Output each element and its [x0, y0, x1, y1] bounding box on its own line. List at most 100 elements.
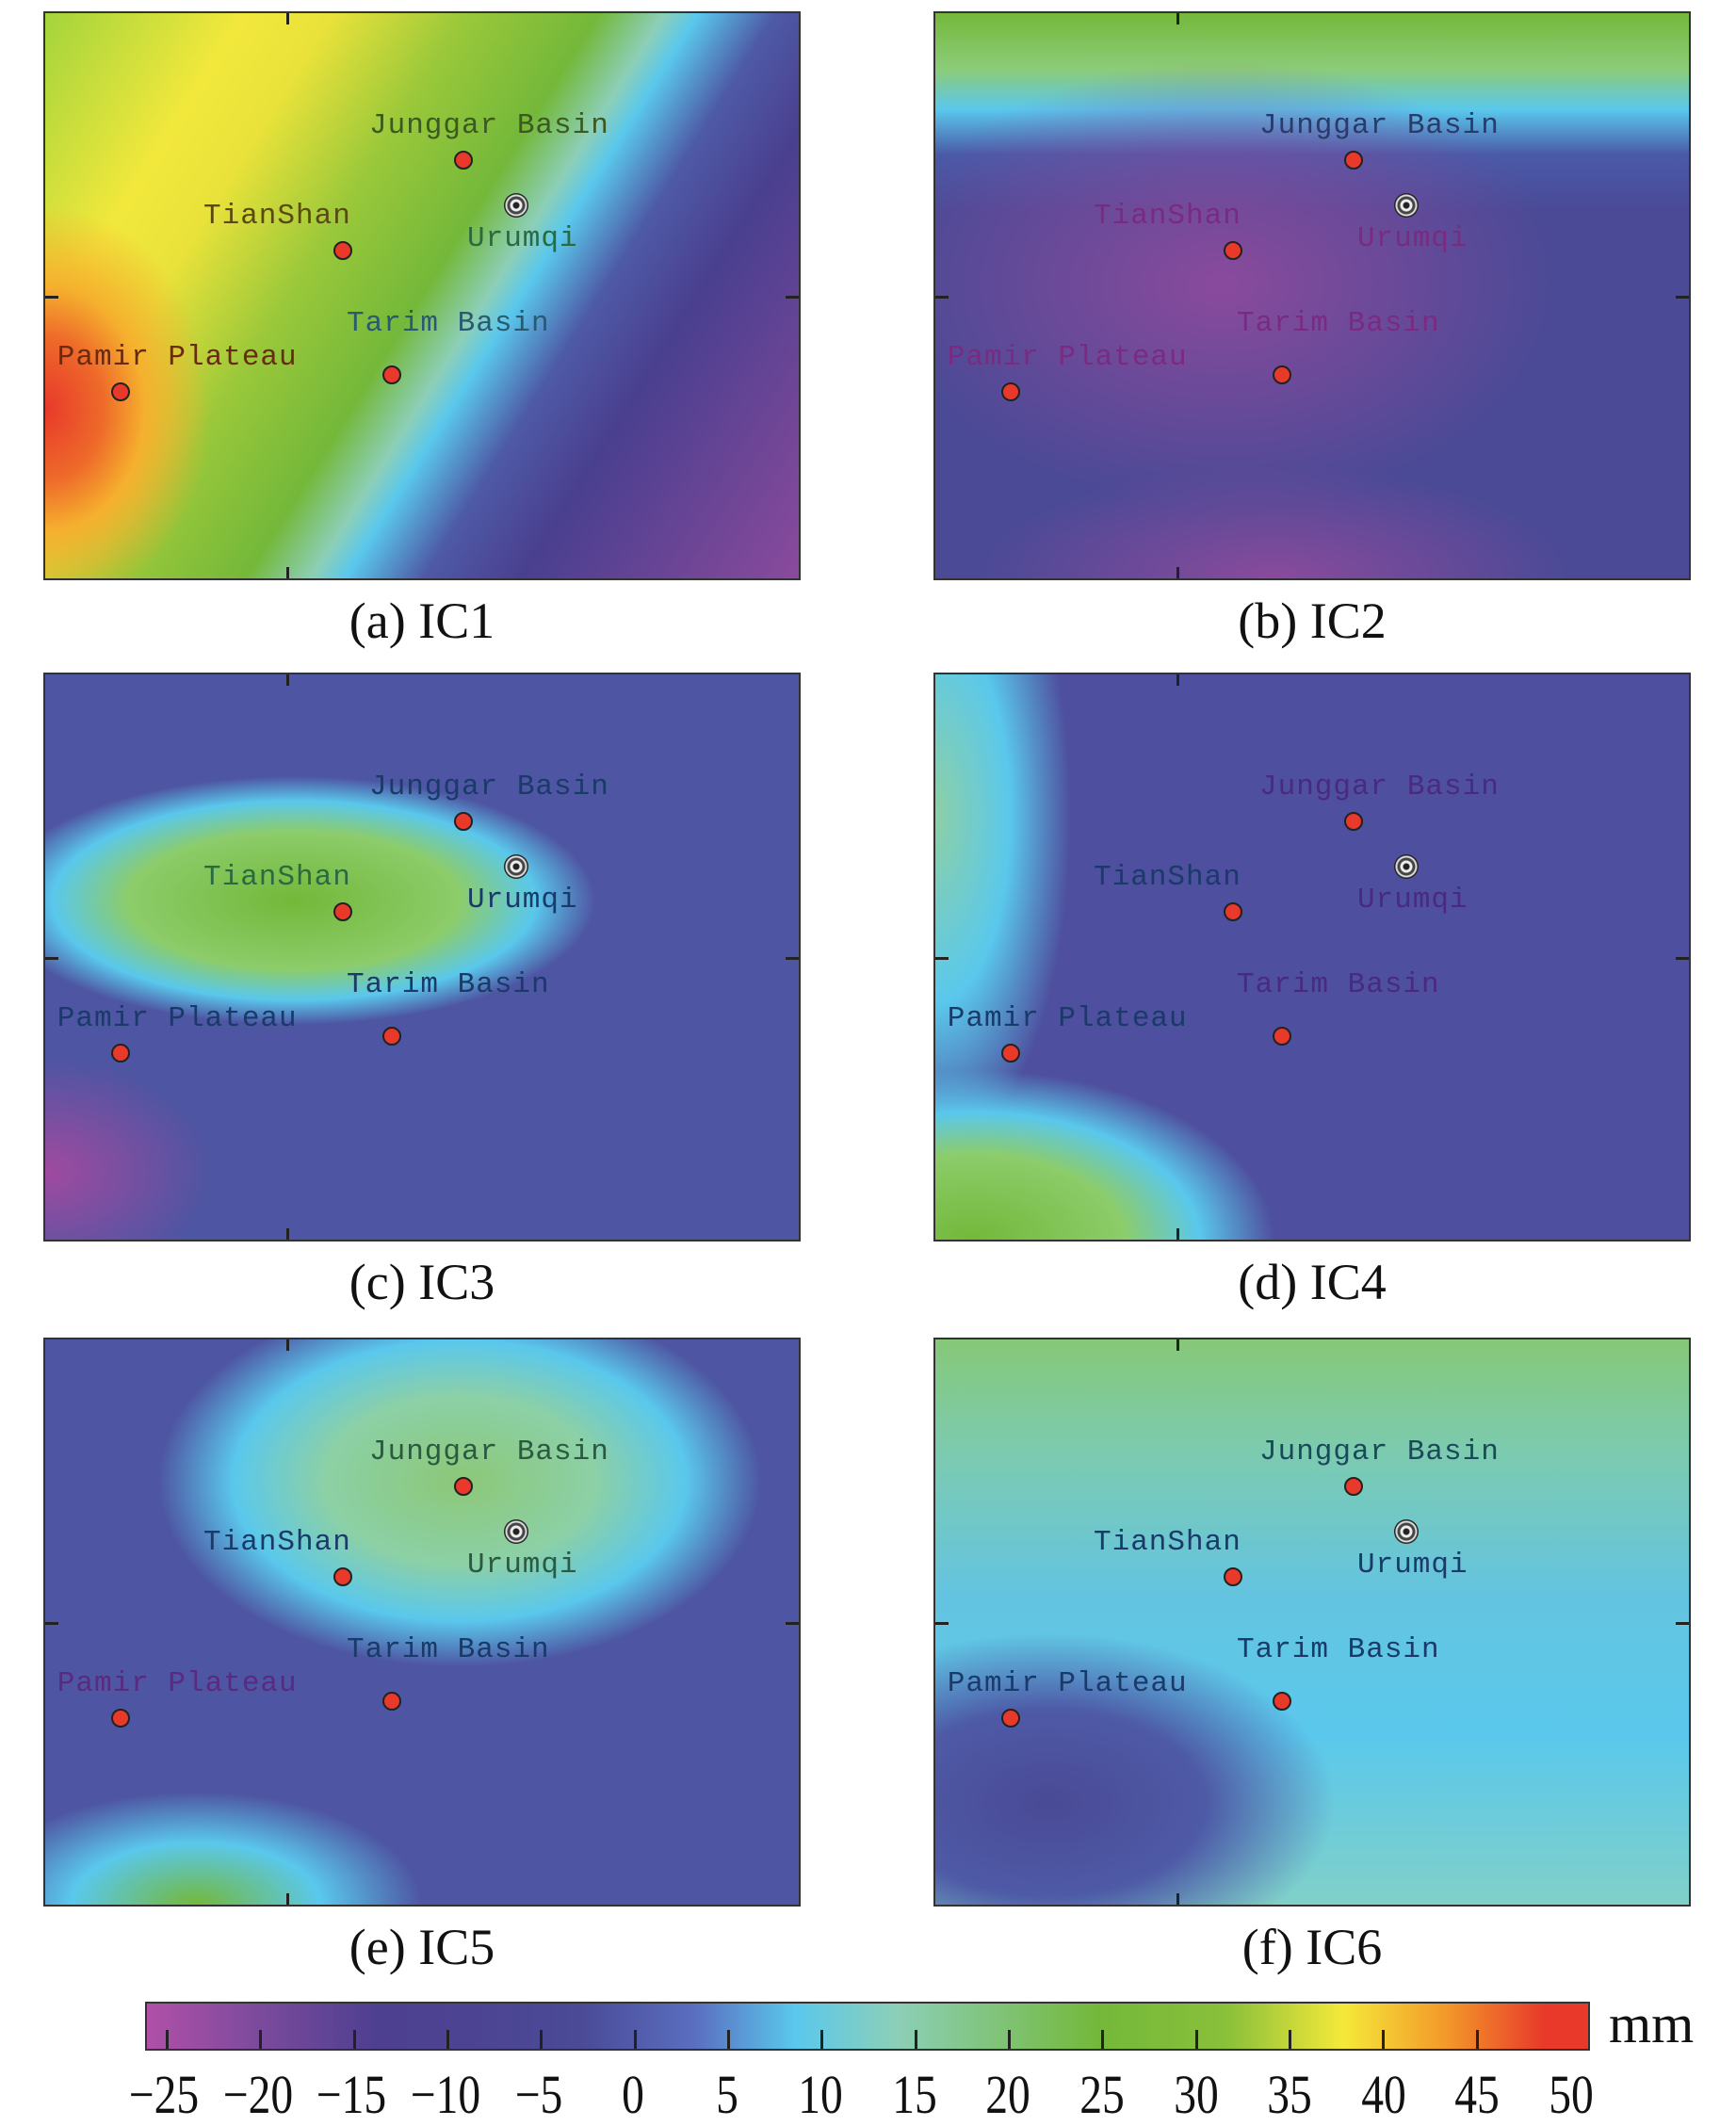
colorbar-tick	[1289, 2030, 1292, 2049]
map-panel-ic4: Junggar Basin TianShan Urumqi Tarim Basin Pa…	[933, 673, 1691, 1242]
colorbar-tick-label: 15	[892, 2064, 937, 2125]
site-marker-junggar	[1344, 151, 1363, 170]
panel-caption: (e) IC5	[349, 1919, 495, 1975]
colorbar-tick	[633, 2030, 637, 2049]
place-label-urumqi: Urumqi	[467, 1549, 578, 1582]
colorbar-tick-label: 5	[715, 2064, 738, 2125]
place-label-junggar: Junggar Basin	[369, 771, 609, 803]
site-marker-tarim	[382, 1027, 401, 1046]
colorbar-tick	[165, 2030, 169, 2049]
site-marker-tianshan	[333, 1567, 352, 1586]
site-marker-tianshan	[1224, 1567, 1242, 1586]
axis-tick	[286, 1893, 289, 1905]
city-marker-urumqi	[1394, 854, 1419, 879]
place-label-junggar: Junggar Basin	[369, 109, 609, 142]
colorbar-tick	[540, 2030, 544, 2049]
site-marker-junggar	[454, 151, 473, 170]
site-marker-tianshan	[1224, 241, 1242, 260]
colorbar-tick-label: 10	[798, 2064, 843, 2125]
site-marker-pamir	[1001, 1709, 1020, 1728]
city-marker-urumqi	[504, 193, 528, 218]
axis-tick	[286, 567, 289, 578]
city-marker-urumqi	[1394, 1519, 1419, 1544]
axis-tick	[1176, 1228, 1179, 1240]
colorbar-tick	[352, 2030, 356, 2049]
place-label-pamir: Pamir Plateau	[57, 1667, 298, 1700]
city-marker-urumqi	[504, 854, 528, 879]
site-marker-junggar	[1344, 1477, 1363, 1496]
site-marker-pamir	[111, 1044, 130, 1063]
place-label-tianshan: TianShan	[203, 200, 351, 233]
city-marker-urumqi	[504, 1519, 528, 1544]
panel-caption: (d) IC4	[1238, 1254, 1387, 1310]
site-marker-tarim	[1273, 365, 1291, 384]
site-marker-pamir	[1001, 1044, 1020, 1063]
colorbar-tick	[914, 2030, 917, 2049]
place-label-tarim: Tarim Basin	[347, 968, 550, 1001]
site-marker-tarim	[1273, 1027, 1291, 1046]
place-label-tarim: Tarim Basin	[1237, 307, 1440, 340]
place-label-urumqi: Urumqi	[467, 222, 578, 255]
colorbar-tick	[446, 2030, 449, 2049]
map-panel-ic1: Junggar Basin TianShan Urumqi Tarim Basin Pa…	[43, 11, 801, 580]
city-marker-urumqi	[1394, 193, 1419, 218]
colorbar-tick	[1194, 2030, 1198, 2049]
axis-tick	[286, 674, 289, 686]
site-marker-pamir	[1001, 382, 1020, 401]
place-label-pamir: Pamir Plateau	[947, 1667, 1188, 1700]
axis-tick	[1176, 1893, 1179, 1905]
axis-tick	[1676, 296, 1689, 299]
axis-tick	[286, 13, 289, 24]
axis-tick	[935, 957, 949, 960]
colorbar-tick-label: −5	[515, 2064, 563, 2125]
colorbar-tick-label: −15	[316, 2064, 387, 2125]
place-label-tianshan: TianShan	[1094, 861, 1241, 894]
site-marker-junggar	[454, 812, 473, 831]
colorbar-tick-label: 20	[985, 2064, 1031, 2125]
panel-caption: (f) IC6	[1241, 1919, 1383, 1975]
place-label-tarim: Tarim Basin	[347, 307, 550, 340]
axis-tick	[1676, 1622, 1689, 1625]
place-label-tianshan: TianShan	[203, 861, 351, 894]
place-label-urumqi: Urumqi	[1357, 1549, 1468, 1582]
place-label-junggar: Junggar Basin	[1259, 109, 1500, 142]
colorbar-tick-label: −10	[410, 2064, 480, 2125]
axis-tick	[1176, 13, 1179, 24]
place-label-pamir: Pamir Plateau	[57, 1002, 298, 1035]
colorbar-tick	[726, 2030, 730, 2049]
place-label-junggar: Junggar Basin	[1259, 1436, 1500, 1469]
axis-tick	[1176, 1339, 1179, 1351]
place-label-urumqi: Urumqi	[1357, 884, 1468, 917]
place-label-pamir: Pamir Plateau	[947, 341, 1188, 374]
colorbar-tick-label: 50	[1549, 2064, 1594, 2125]
site-marker-junggar	[454, 1477, 473, 1496]
colorbar-tick-label: −20	[222, 2064, 293, 2125]
place-label-tianshan: TianShan	[203, 1526, 351, 1559]
place-label-pamir: Pamir Plateau	[57, 341, 298, 374]
colorbar-tick-label: 0	[622, 2064, 644, 2125]
map-panel-ic6: Junggar Basin TianShan Urumqi Tarim Basin Pa…	[933, 1338, 1691, 1907]
place-label-tarim: Tarim Basin	[1237, 968, 1440, 1001]
axis-tick	[786, 957, 799, 960]
map-panel-ic5: Junggar Basin TianShan Urumqi Tarim Basin Pa…	[43, 1338, 801, 1907]
site-marker-tarim	[382, 365, 401, 384]
colorbar-tick	[1008, 2030, 1012, 2049]
panel-caption: (a) IC1	[349, 592, 495, 649]
colorbar-tick	[820, 2030, 824, 2049]
site-marker-pamir	[111, 382, 130, 401]
map-panel-ic2: Junggar Basin TianShan Urumqi Tarim Basin Pa…	[933, 11, 1691, 580]
place-label-tianshan: TianShan	[1094, 1526, 1241, 1559]
place-label-urumqi: Urumqi	[1357, 222, 1468, 255]
axis-tick	[1176, 567, 1179, 578]
colorbar-tick	[1382, 2030, 1386, 2049]
panel-caption: (b) IC2	[1238, 592, 1387, 649]
site-marker-tianshan	[1224, 902, 1242, 921]
axis-tick	[935, 1622, 949, 1625]
colorbar-tick-label: 25	[1079, 2064, 1125, 2125]
site-marker-pamir	[111, 1709, 130, 1728]
site-marker-tianshan	[333, 902, 352, 921]
axis-tick	[45, 957, 58, 960]
panel-caption: (c) IC3	[349, 1254, 495, 1310]
axis-tick	[45, 296, 58, 299]
axis-tick	[1676, 957, 1689, 960]
